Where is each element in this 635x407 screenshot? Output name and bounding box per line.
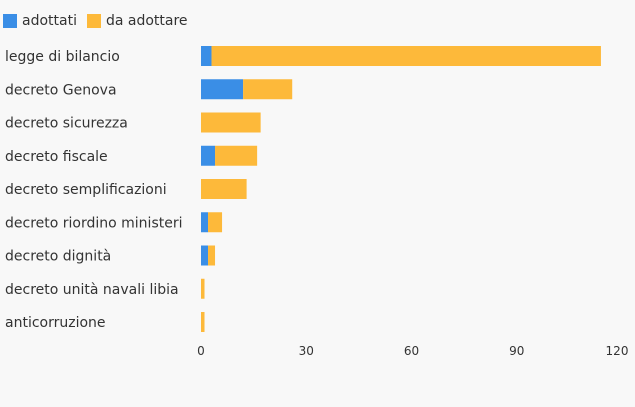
legend-item-adottati[interactable]: adottati bbox=[3, 13, 77, 29]
bar-da-adottare-decreto-dignita[interactable] bbox=[208, 245, 216, 266]
bar-adottati-legge-di-bilancio[interactable] bbox=[201, 46, 212, 66]
legend-swatch-da-adottare bbox=[86, 14, 101, 28]
x-tick-label-0: 0 bbox=[197, 344, 205, 358]
x-tick-label-120: 120 bbox=[606, 344, 629, 358]
bar-adottati-decreto-dignita[interactable] bbox=[201, 245, 209, 266]
x-tick-label-90: 90 bbox=[509, 344, 524, 358]
x-tick-label-60: 60 bbox=[404, 344, 419, 358]
category-label-decreto-riordino-ministeri: decreto riordino ministeri bbox=[5, 215, 182, 231]
bar-da-adottare-decreto-riordino-ministeri[interactable] bbox=[208, 212, 223, 233]
bar-da-adottare-decreto-sicurezza[interactable] bbox=[201, 112, 261, 133]
legend-item-da-adottare[interactable]: da adottare bbox=[86, 13, 188, 29]
bar-adottati-decreto-genova[interactable] bbox=[201, 79, 244, 100]
bar-da-adottare-decreto-genova[interactable] bbox=[243, 79, 293, 100]
legend-label-da-adottare: da adottare bbox=[105, 13, 188, 29]
category-label-decreto-dignita: decreto dignità bbox=[5, 249, 111, 265]
category-label-decreto-fiscale: decreto fiscale bbox=[5, 149, 108, 165]
bar-da-adottare-decreto-fiscale[interactable] bbox=[215, 145, 258, 166]
x-tick-label-30: 30 bbox=[299, 344, 314, 358]
category-label-decreto-unita-navali-libia: decreto unità navali libia bbox=[5, 282, 179, 298]
bar-da-adottare-legge-di-bilancio[interactable] bbox=[211, 46, 601, 66]
category-label-legge-di-bilancio: legge di bilancio bbox=[5, 49, 120, 65]
bar-adottati-decreto-riordino-ministeri[interactable] bbox=[201, 212, 209, 233]
bar-da-adottare-decreto-unita-navali-libia[interactable] bbox=[201, 278, 205, 299]
legend-swatch-adottati bbox=[3, 14, 17, 28]
bar-adottati-decreto-fiscale[interactable] bbox=[201, 145, 216, 166]
bar-da-adottare-anticorruzione[interactable] bbox=[201, 312, 205, 332]
category-label-decreto-genova: decreto Genova bbox=[5, 82, 117, 98]
category-label-decreto-sicurezza: decreto sicurezza bbox=[5, 116, 128, 132]
legend: adottati da adottare bbox=[3, 11, 198, 31]
category-label-anticorruzione: anticorruzione bbox=[5, 315, 106, 331]
bar-da-adottare-decreto-semplificazioni[interactable] bbox=[201, 179, 247, 199]
legend-label-adottati: adottati bbox=[22, 13, 77, 29]
category-label-decreto-semplificazioni: decreto semplificazioni bbox=[5, 182, 167, 198]
